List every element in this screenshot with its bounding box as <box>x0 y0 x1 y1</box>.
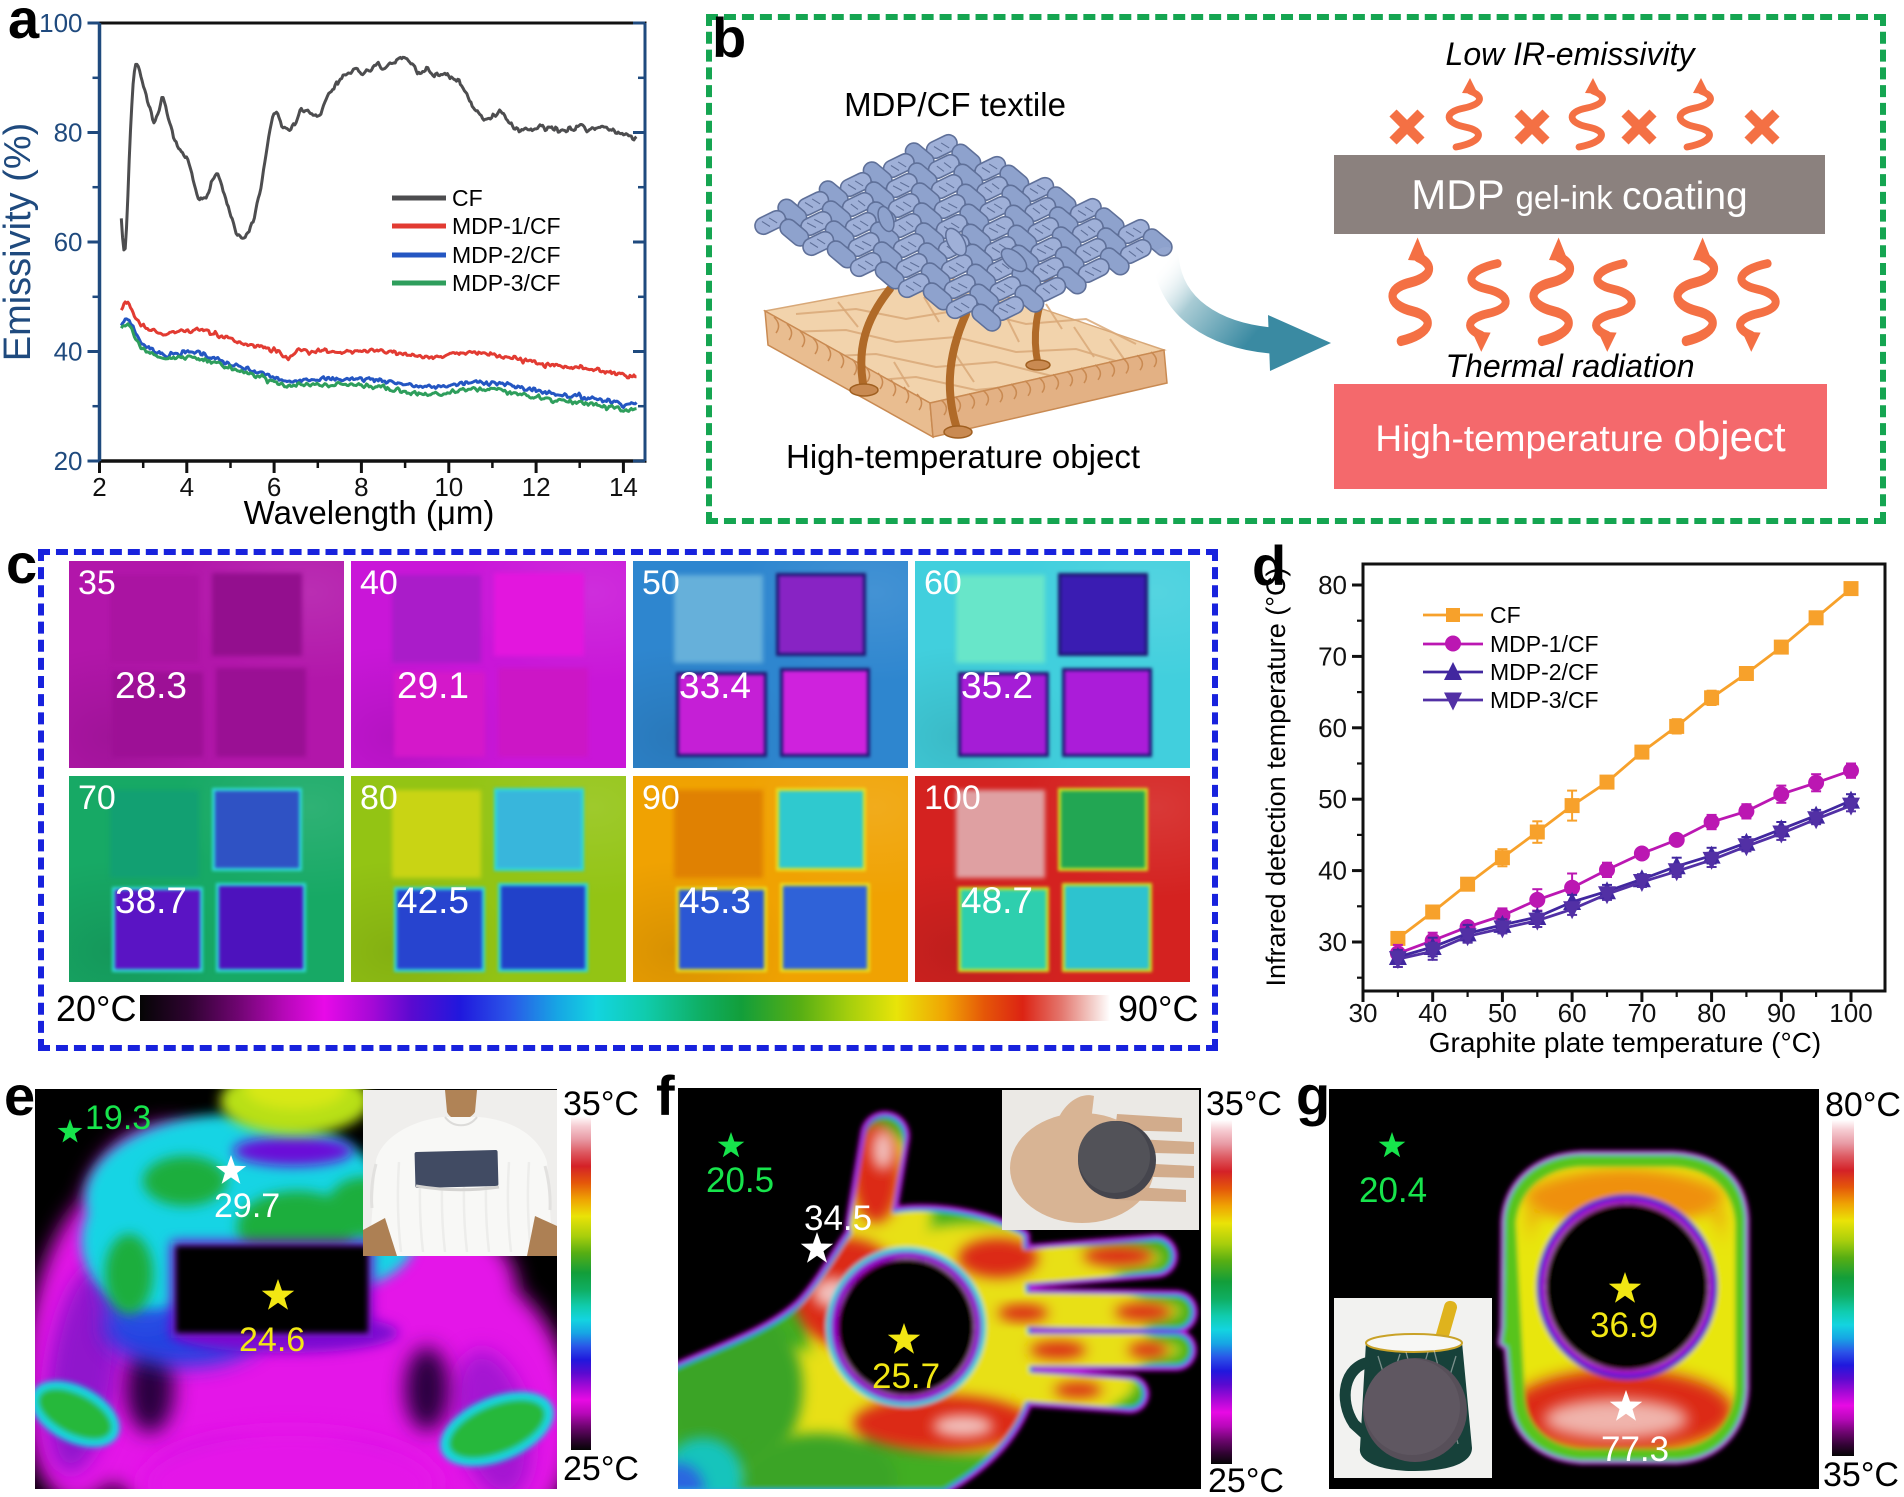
svg-text:8: 8 <box>354 472 368 502</box>
svg-text:40: 40 <box>1418 998 1447 1028</box>
svg-text:MDP-2/CF: MDP-2/CF <box>1490 659 1599 685</box>
svg-text:25.7: 25.7 <box>872 1357 940 1396</box>
svg-text:40: 40 <box>1318 856 1347 886</box>
svg-text:Wavelength (μm): Wavelength (μm) <box>244 494 495 531</box>
svg-text:60: 60 <box>1318 713 1347 743</box>
svg-text:20.5: 20.5 <box>706 1161 774 1200</box>
svg-text:80: 80 <box>1318 570 1347 600</box>
svg-text:70: 70 <box>1627 998 1656 1028</box>
svg-text:MDP-3/CF: MDP-3/CF <box>1490 687 1599 713</box>
svg-text:90: 90 <box>1767 998 1796 1028</box>
svg-text:Emissivity (%): Emissivity (%) <box>0 123 39 362</box>
svg-text:77.3: 77.3 <box>1601 1430 1669 1469</box>
svg-text:19.3: 19.3 <box>85 1099 151 1137</box>
svg-text:50: 50 <box>1488 998 1517 1028</box>
svg-text:36.9: 36.9 <box>1590 1306 1658 1345</box>
svg-text:Graphite plate temperature (°C: Graphite plate temperature (°C) <box>1429 1027 1821 1058</box>
svg-text:60: 60 <box>54 227 83 257</box>
svg-text:80: 80 <box>1697 998 1726 1028</box>
svg-text:29.7: 29.7 <box>214 1187 280 1225</box>
svg-text:CF: CF <box>1490 602 1521 628</box>
svg-text:100: 100 <box>39 8 82 38</box>
svg-text:30: 30 <box>1349 998 1378 1028</box>
svg-text:6: 6 <box>267 472 281 502</box>
svg-text:CF: CF <box>452 185 483 211</box>
svg-text:100: 100 <box>1829 998 1872 1028</box>
svg-text:20.4: 20.4 <box>1359 1171 1427 1210</box>
svg-text:MDP-1/CF: MDP-1/CF <box>1490 631 1599 657</box>
svg-text:70: 70 <box>1318 641 1347 671</box>
svg-text:4: 4 <box>180 472 194 502</box>
svg-text:30: 30 <box>1318 927 1347 957</box>
svg-text:MDP-2/CF: MDP-2/CF <box>452 242 561 268</box>
svg-text:14: 14 <box>609 472 638 502</box>
svg-text:2: 2 <box>92 472 106 502</box>
svg-text:Infrared detection temperature: Infrared detection temperature (°C) <box>1261 568 1291 987</box>
svg-text:12: 12 <box>522 472 551 502</box>
svg-text:40: 40 <box>54 337 83 367</box>
svg-text:80: 80 <box>54 118 83 148</box>
svg-text:60: 60 <box>1558 998 1587 1028</box>
svg-text:10: 10 <box>434 472 463 502</box>
svg-text:MDP-1/CF: MDP-1/CF <box>452 213 561 239</box>
svg-text:34.5: 34.5 <box>804 1199 872 1238</box>
svg-text:MDP-3/CF: MDP-3/CF <box>452 270 561 296</box>
svg-text:50: 50 <box>1318 784 1347 814</box>
svg-text:20: 20 <box>54 446 83 476</box>
svg-text:24.6: 24.6 <box>239 1321 305 1359</box>
